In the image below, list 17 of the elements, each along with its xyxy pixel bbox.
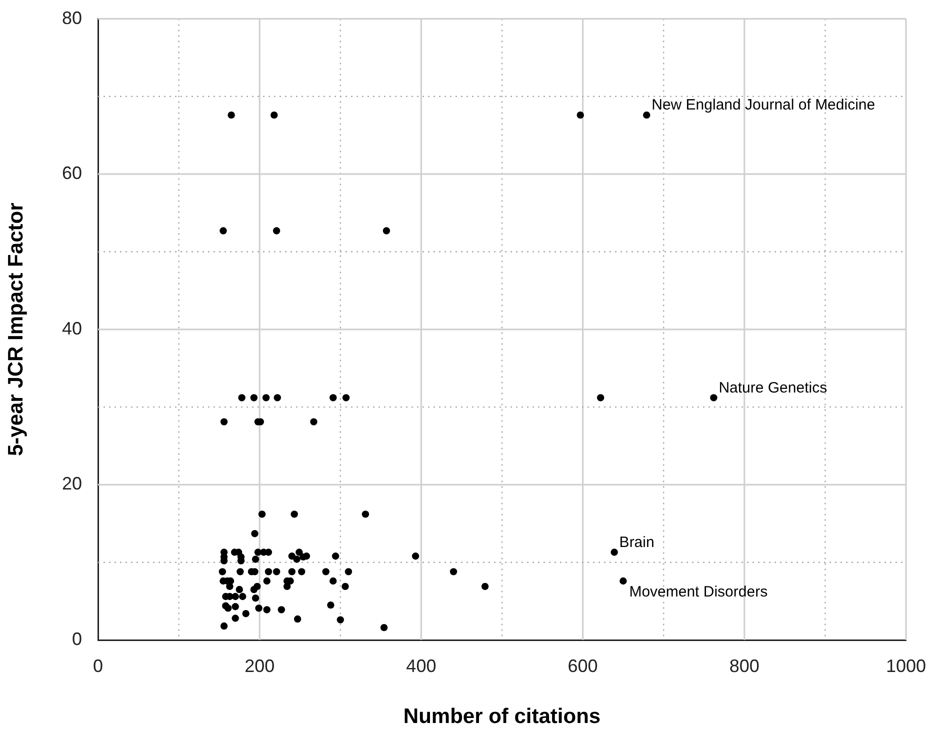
y-tick-label: 80 bbox=[62, 8, 82, 28]
annotation: New England Journal of Medicine bbox=[652, 96, 876, 114]
y-tick-label: 40 bbox=[62, 318, 82, 338]
annotation: Brain bbox=[619, 534, 654, 551]
x-tick-label: 1000 bbox=[886, 656, 926, 676]
x-tick-label: 200 bbox=[244, 656, 275, 676]
annotation: Movement Disorders bbox=[629, 584, 768, 601]
annotation: Nature Genetics bbox=[718, 379, 828, 396]
x-tick-label: 400 bbox=[406, 656, 436, 676]
y-tick-label: 60 bbox=[62, 163, 82, 184]
x-tick-label: 600 bbox=[568, 656, 598, 676]
x-tick-label: 0 bbox=[92, 656, 104, 676]
y-tick-label: 0 bbox=[72, 628, 82, 649]
y-tick-label: 20 bbox=[62, 474, 82, 494]
y-axis-title: 5-year JCR Impact Factor bbox=[4, 202, 28, 456]
x-tick-label: 800 bbox=[729, 656, 760, 676]
x-axis-title: Number of citations bbox=[403, 705, 601, 728]
